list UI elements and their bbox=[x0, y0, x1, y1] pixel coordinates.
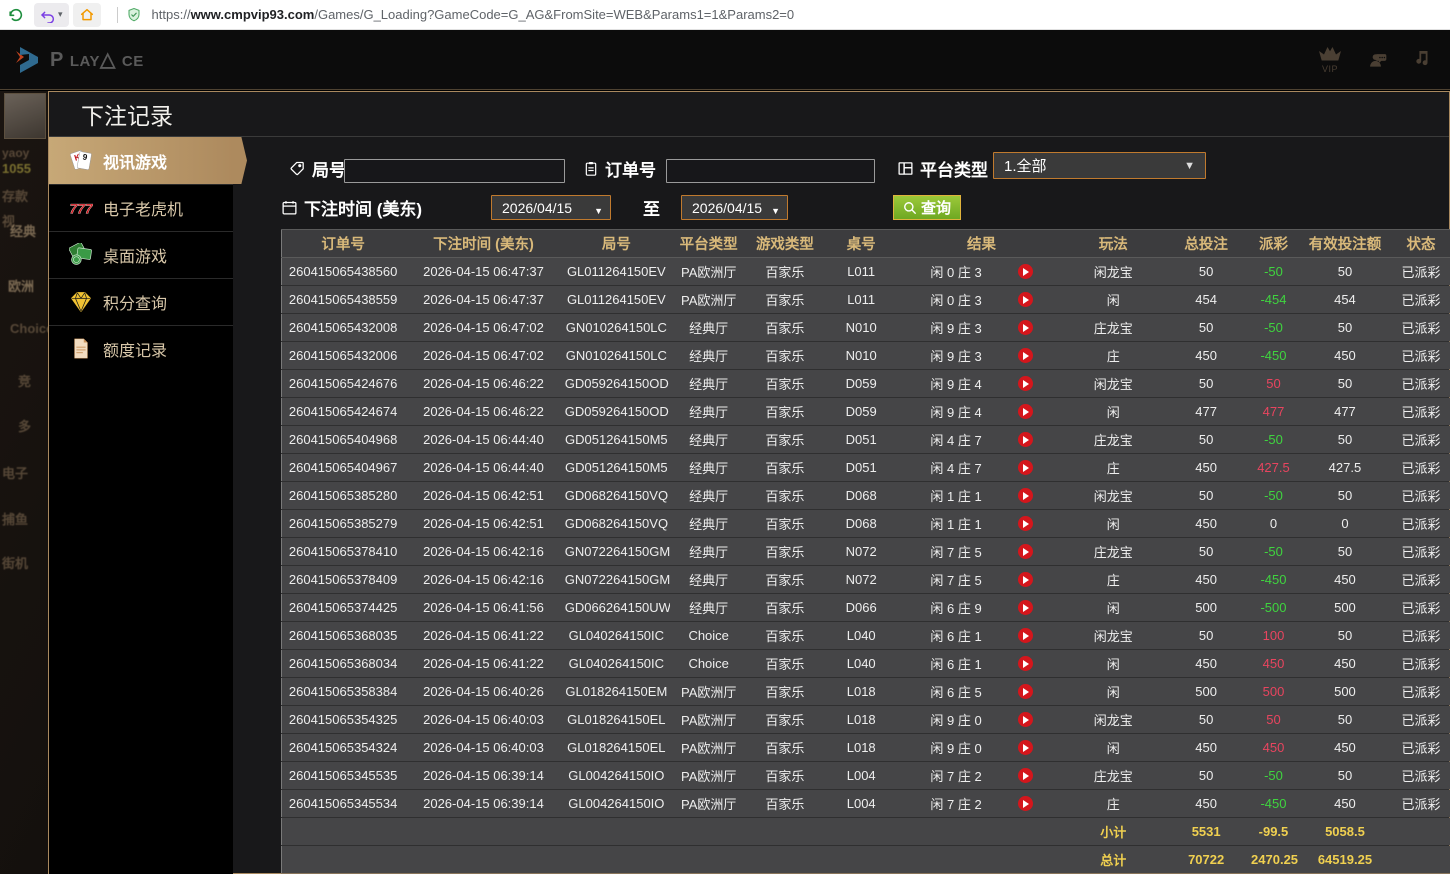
svg-text:777: 777 bbox=[69, 201, 93, 217]
